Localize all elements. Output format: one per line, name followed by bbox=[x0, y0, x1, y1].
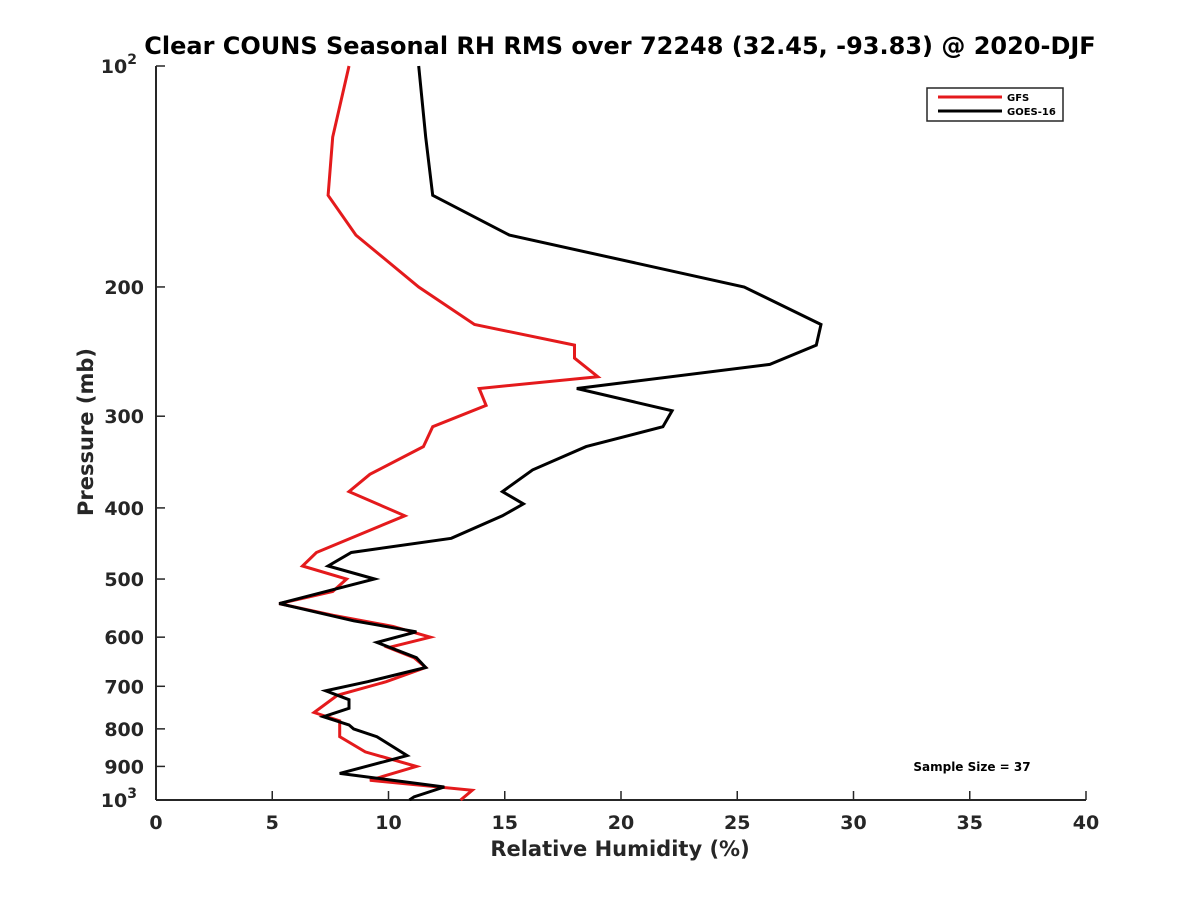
y-tick-label: 200 bbox=[104, 277, 144, 299]
legend: GFS GOES-16 bbox=[926, 87, 1064, 122]
x-axis-label: Relative Humidity (%) bbox=[490, 837, 749, 861]
x-tick-label: 25 bbox=[724, 812, 750, 834]
y-tick-label: 103 bbox=[101, 786, 137, 812]
y-tick-label: 400 bbox=[104, 498, 144, 520]
sample-size-annotation: Sample Size = 37 bbox=[913, 760, 1030, 774]
series-line-goes-16 bbox=[278, 65, 823, 801]
chart-title: Clear COUNS Seasonal RH RMS over 72248 (… bbox=[144, 32, 1095, 60]
legend-label: GOES-16 bbox=[1007, 107, 1056, 118]
x-tick-label: 40 bbox=[1073, 812, 1099, 834]
x-tick-label: 30 bbox=[840, 812, 866, 834]
plot-area: 0 5 10 15 20 25 30 35 40 102 200 300 400 500 600 700 800… bbox=[101, 52, 1099, 834]
x-tick-label: 0 bbox=[149, 812, 162, 834]
legend-box bbox=[926, 87, 1064, 122]
x-tick-label: 20 bbox=[608, 812, 634, 834]
y-tick-label: 800 bbox=[104, 719, 144, 741]
x-tick-label: 5 bbox=[266, 812, 279, 834]
x-tick-label: 15 bbox=[492, 812, 518, 834]
x-tick-label: 35 bbox=[957, 812, 983, 834]
y-axis-label: Pressure (mb) bbox=[74, 348, 98, 516]
y-tick-label: 500 bbox=[104, 569, 144, 591]
x-tick-label: 10 bbox=[375, 812, 401, 834]
y-tick-label: 600 bbox=[104, 627, 144, 649]
y-tick-label: 700 bbox=[104, 676, 144, 698]
y-tick-label: 300 bbox=[104, 406, 144, 428]
y-tick-label: 102 bbox=[101, 52, 137, 78]
legend-label: GFS bbox=[1007, 93, 1029, 104]
y-tick-label: 900 bbox=[104, 756, 144, 778]
